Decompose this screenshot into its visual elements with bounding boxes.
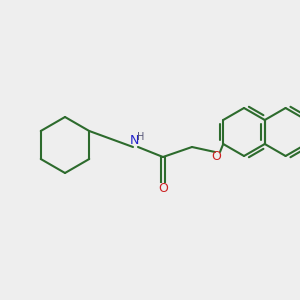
Text: H: H xyxy=(137,132,145,142)
Text: N: N xyxy=(129,134,139,148)
Text: O: O xyxy=(158,182,168,194)
Text: O: O xyxy=(211,149,221,163)
